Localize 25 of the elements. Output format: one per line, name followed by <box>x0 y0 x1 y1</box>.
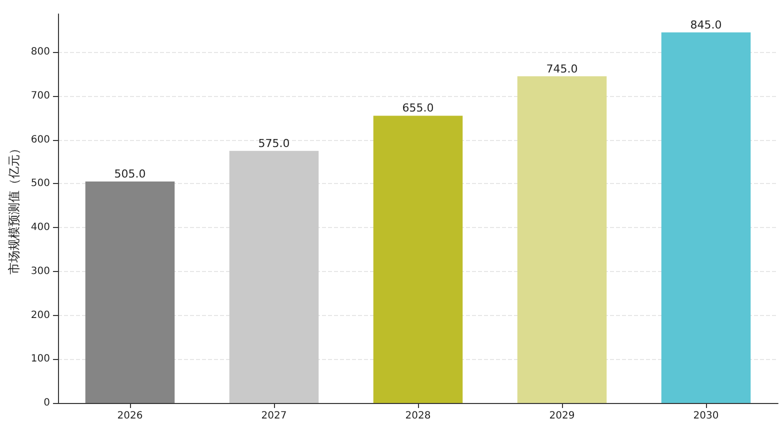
data-label: 655.0 <box>402 102 434 115</box>
bar <box>661 32 751 403</box>
data-label: 575.0 <box>258 136 290 150</box>
y-tick-label: 200 <box>30 310 50 321</box>
x-tick-label: 2026 <box>117 410 143 422</box>
y-tick-label: 500 <box>30 178 50 190</box>
data-label: 505.0 <box>114 168 146 181</box>
bar <box>229 150 319 403</box>
data-label: 845.0 <box>690 18 722 32</box>
y-tick-label: 700 <box>30 90 50 102</box>
x-tick-label: 2028 <box>405 410 431 422</box>
bar <box>517 76 607 403</box>
y-axis-title: 市场规模预测值（亿元） <box>7 142 21 274</box>
bar <box>373 116 463 403</box>
y-tick-label: 800 <box>30 46 50 58</box>
y-tick-label: 100 <box>30 354 50 365</box>
x-tick-label: 2030 <box>693 410 719 422</box>
x-tick-label: 2029 <box>549 410 575 422</box>
y-tick-label: 300 <box>30 266 50 277</box>
y-tick-label: 0 <box>44 398 50 408</box>
data-label: 745.0 <box>546 62 578 76</box>
y-tick-label: 400 <box>30 222 50 234</box>
bar <box>85 182 175 403</box>
y-tick-label: 600 <box>30 134 50 146</box>
x-tick-label: 2027 <box>261 410 287 422</box>
